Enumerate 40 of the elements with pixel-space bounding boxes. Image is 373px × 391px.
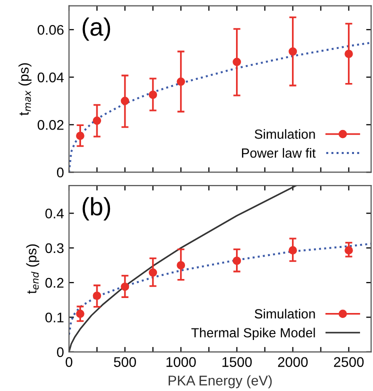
legend-label: Thermal Spike Model	[191, 328, 315, 340]
point	[232, 58, 242, 66]
legend-label: Power law fit	[242, 148, 316, 158]
point	[120, 96, 130, 106]
point	[176, 78, 186, 86]
x-tick-label: 500	[114, 357, 136, 367]
point	[288, 246, 297, 255]
x-axis-title: PKA Energy (eV)	[168, 375, 272, 388]
annotation: (b)	[82, 197, 110, 220]
y-tick-label: 0.3	[45, 243, 64, 254]
y-axis-title: t$_{end}$ (ps)	[26, 244, 40, 294]
y-tick-label: 0.06	[38, 24, 64, 35]
y-tick-label: 0.02	[38, 120, 64, 130]
point	[148, 268, 158, 277]
y-tick-label: 0	[56, 168, 64, 178]
x-tick-label: 1000	[166, 357, 196, 367]
legend-label: Simulation	[254, 308, 315, 319]
point	[344, 246, 353, 255]
y-tick-label: 0.04	[38, 72, 64, 82]
point	[232, 256, 242, 265]
annotation: (a)	[82, 18, 110, 41]
point	[76, 132, 84, 140]
y-tick-label: 0.4	[45, 208, 64, 218]
point	[344, 50, 353, 58]
point	[288, 47, 297, 56]
y-tick-label: 0.1	[45, 312, 64, 322]
point	[76, 310, 84, 318]
point	[176, 261, 186, 270]
x-tick-label: 2000	[278, 357, 308, 367]
legend-label: Simulation	[254, 129, 315, 139]
y-tick-label: 0	[56, 347, 64, 358]
y-axis-title: t$_{max}$ (ps)	[18, 63, 32, 116]
y-tick-label: 0.2	[45, 278, 64, 288]
x-tick-label: 1500	[222, 357, 252, 367]
point	[92, 292, 102, 300]
point	[92, 116, 102, 125]
x-tick-label: 2500	[334, 357, 364, 367]
x-tick-label: 0	[66, 357, 72, 367]
point	[148, 90, 158, 99]
point	[120, 282, 130, 291]
